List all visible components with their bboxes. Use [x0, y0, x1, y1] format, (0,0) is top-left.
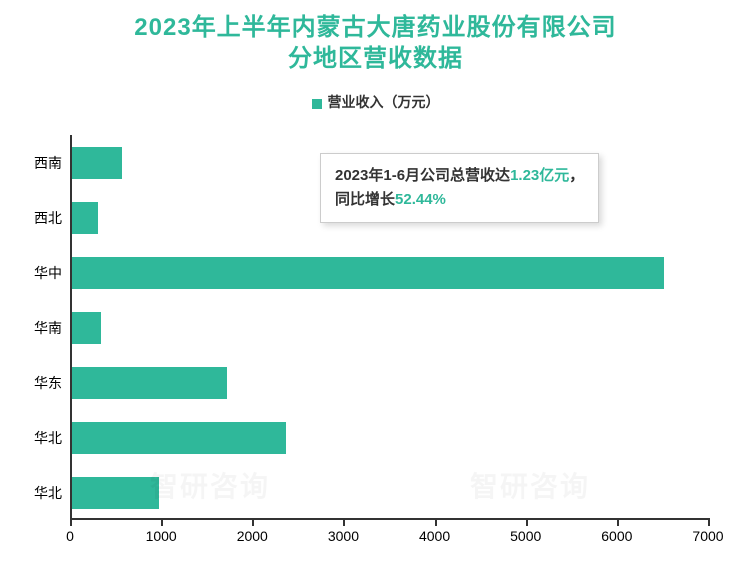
callout-line2: 同比增长52.44%: [335, 188, 584, 212]
legend-marker: [312, 99, 322, 109]
legend: 营业收入（万元）: [0, 92, 751, 112]
watermark: 智研咨询: [150, 465, 270, 505]
bar-row: 华北: [72, 477, 159, 509]
x-axis-label: 4000: [419, 528, 450, 544]
callout-highlight: 1.23亿元: [510, 167, 569, 184]
callout-text: ，: [569, 167, 584, 184]
x-axis-label: 2000: [237, 528, 268, 544]
callout-text: 2023年1-6月公司总营收达: [335, 167, 510, 184]
chart-title: 2023年上半年内蒙古大唐药业股份有限公司 分地区营收数据: [0, 0, 751, 74]
legend-label: 营业收入（万元）: [328, 94, 440, 110]
bar-row: 西南: [72, 147, 122, 179]
watermark: 智研咨询: [470, 465, 590, 505]
x-axis-label: 7000: [692, 528, 723, 544]
y-axis-label: 华中: [34, 263, 62, 283]
bar-row: 华北: [72, 422, 286, 454]
callout-line1: 2023年1-6月公司总营收达1.23亿元，: [335, 164, 584, 188]
chart-title-line2: 分地区营收数据: [0, 43, 751, 74]
y-axis-label: 西北: [34, 208, 62, 228]
bar-row: 华中: [72, 257, 664, 289]
y-axis-label: 西南: [34, 153, 62, 173]
bar-row: 西北: [72, 202, 98, 234]
callout-text: 同比增长: [335, 191, 395, 208]
bar: [72, 312, 101, 344]
y-axis-label: 华东: [34, 373, 62, 393]
x-axis-label: 3000: [328, 528, 359, 544]
bar: [72, 257, 664, 289]
x-axis-tick: [617, 520, 619, 526]
x-axis-label: 0: [66, 528, 74, 544]
callout-highlight: 52.44%: [395, 191, 446, 208]
bar: [72, 147, 122, 179]
x-axis-label: 5000: [510, 528, 541, 544]
x-axis-tick: [708, 520, 710, 526]
y-axis-label: 华北: [34, 483, 62, 503]
chart-plot-area: 西南西北华中华南华东华北华北 0100020003000400050006000…: [70, 135, 710, 520]
x-axis: [70, 518, 710, 520]
x-axis-label: 6000: [601, 528, 632, 544]
x-axis-tick: [435, 520, 437, 526]
bar: [72, 477, 159, 509]
annotation-callout: 2023年1-6月公司总营收达1.23亿元， 同比增长52.44%: [320, 153, 599, 223]
y-axis-label: 华北: [34, 428, 62, 448]
x-axis-tick: [252, 520, 254, 526]
x-axis-tick: [526, 520, 528, 526]
x-axis-tick: [343, 520, 345, 526]
chart-title-line1: 2023年上半年内蒙古大唐药业股份有限公司: [0, 12, 751, 43]
y-axis-label: 华南: [34, 318, 62, 338]
bar-row: 华南: [72, 312, 101, 344]
x-axis-tick: [70, 520, 72, 526]
x-axis-tick: [161, 520, 163, 526]
bar: [72, 367, 227, 399]
x-axis-label: 1000: [146, 528, 177, 544]
bar: [72, 202, 98, 234]
bar: [72, 422, 286, 454]
bar-row: 华东: [72, 367, 227, 399]
